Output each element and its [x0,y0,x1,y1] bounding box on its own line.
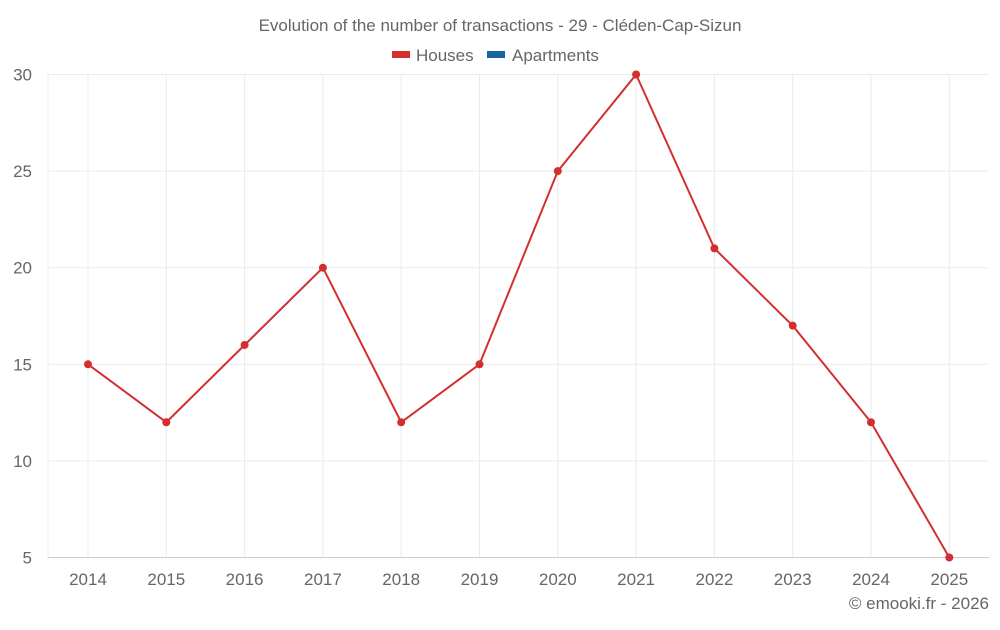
x-tick-label-2024: 2024 [852,570,890,589]
chart-title: Evolution of the number of transactions … [259,16,742,35]
y-tick-label-30: 30 [13,66,32,85]
data-point-houses-2019[interactable] [475,360,484,369]
x-tick-label-2025: 2025 [930,570,968,589]
x-tick-label-2021: 2021 [617,570,655,589]
legend: Houses Apartments [392,46,599,65]
y-tick-label-10: 10 [13,452,32,471]
data-point-houses-2025[interactable] [945,553,954,562]
data-point-houses-2016[interactable] [240,340,249,349]
data-point-houses-2018[interactable] [397,418,406,427]
legend-swatch-apartments [487,51,505,58]
x-tick-label-2022: 2022 [695,570,733,589]
y-tick-label-5: 5 [23,549,32,568]
y-tick-label-25: 25 [13,162,32,181]
x-tick-label-2017: 2017 [304,570,342,589]
x-tick-label-2016: 2016 [226,570,264,589]
x-tick-label-2019: 2019 [461,570,499,589]
legend-label-houses[interactable]: Houses [416,46,474,65]
data-point-houses-2023[interactable] [788,321,797,330]
x-tick-label-2020: 2020 [539,570,577,589]
data-point-houses-2021[interactable] [632,70,641,79]
x-tick-label-2015: 2015 [147,570,185,589]
series-line-houses [87,73,951,559]
legend-swatch-houses [392,51,410,58]
x-axis-ticks: 2014 2015 2016 2017 2018 2019 2020 2021 2022 2023… [69,570,968,589]
data-point-houses-2015[interactable] [162,418,171,427]
series-layer [84,70,954,562]
grid [47,74,989,558]
credit-text: © emooki.fr - 2026 [849,594,989,613]
y-tick-label-15: 15 [13,355,32,374]
y-axis-ticks: 5 10 15 20 25 30 [13,66,32,568]
data-point-houses-2017[interactable] [318,263,327,272]
legend-label-apartments[interactable]: Apartments [512,46,599,65]
x-tick-label-2018: 2018 [382,570,420,589]
data-point-houses-2020[interactable] [553,167,562,176]
x-tick-label-2014: 2014 [69,570,107,589]
y-tick-label-20: 20 [13,259,32,278]
data-point-houses-2022[interactable] [710,244,719,253]
data-point-houses-2024[interactable] [867,418,875,427]
x-tick-label-2023: 2023 [774,570,812,589]
data-point-houses-2014[interactable] [84,360,92,369]
